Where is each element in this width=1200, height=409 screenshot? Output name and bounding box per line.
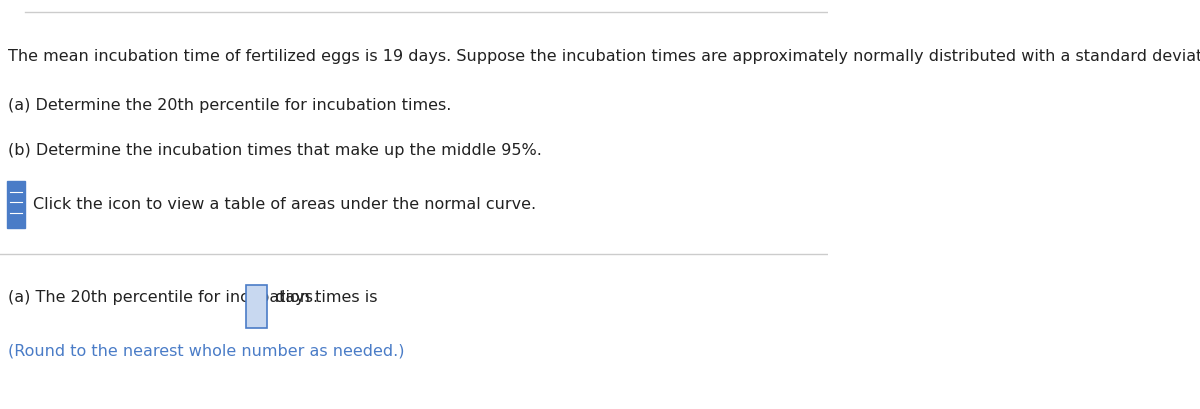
Text: (a) Determine the 20th percentile for incubation times.: (a) Determine the 20th percentile for in… xyxy=(8,98,451,113)
Text: days.: days. xyxy=(270,290,318,306)
FancyBboxPatch shape xyxy=(246,285,268,328)
Text: Click the icon to view a table of areas under the normal curve.: Click the icon to view a table of areas … xyxy=(34,197,536,212)
Text: (b) Determine the incubation times that make up the middle 95%.: (b) Determine the incubation times that … xyxy=(8,143,542,158)
FancyBboxPatch shape xyxy=(7,181,25,228)
Text: The mean incubation time of fertilized eggs is 19 days. Suppose the incubation t: The mean incubation time of fertilized e… xyxy=(8,49,1200,64)
Text: (Round to the nearest whole number as needed.): (Round to the nearest whole number as ne… xyxy=(8,344,404,359)
Text: (a) The 20th percentile for incubation times is: (a) The 20th percentile for incubation t… xyxy=(8,290,383,306)
